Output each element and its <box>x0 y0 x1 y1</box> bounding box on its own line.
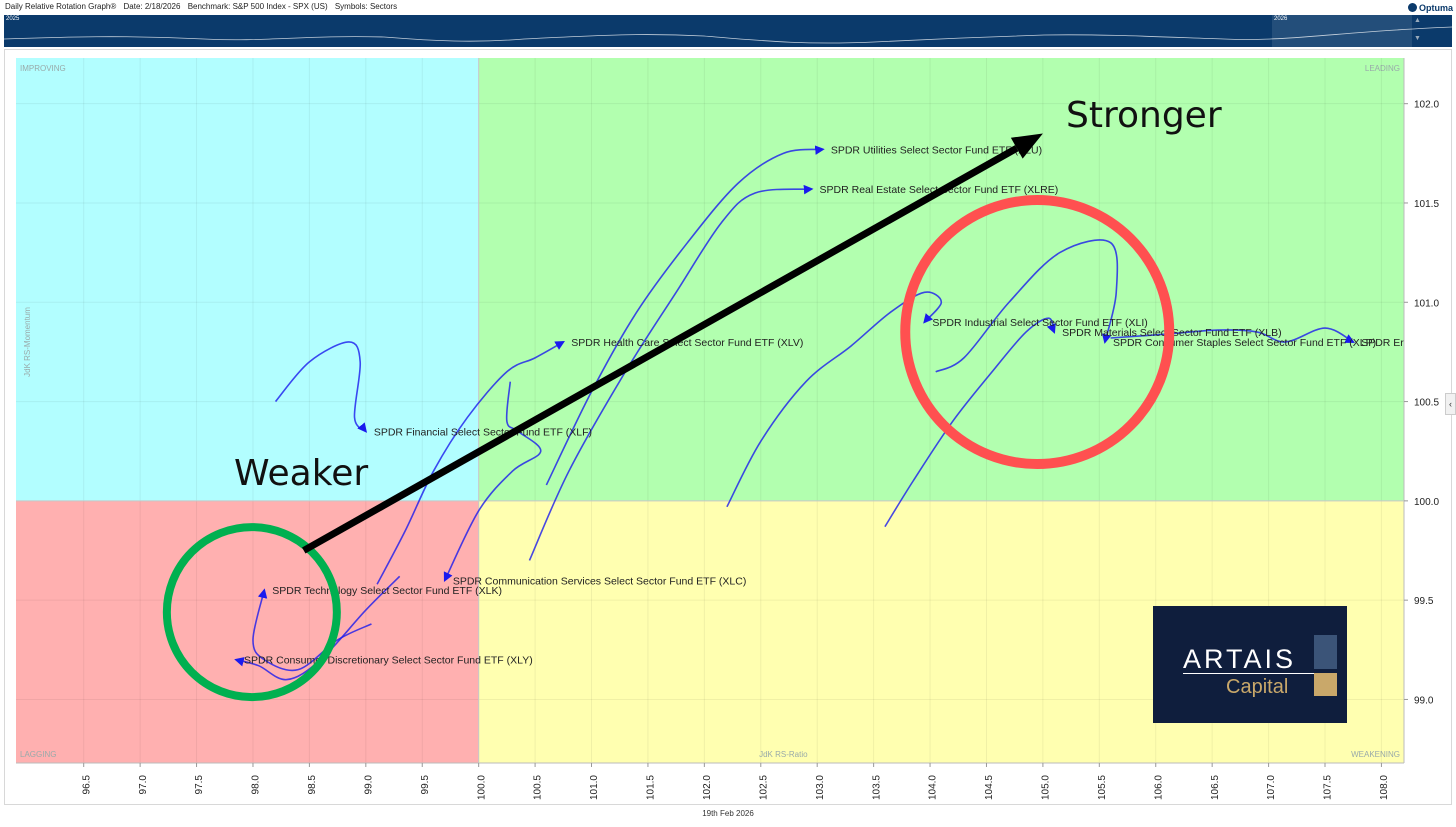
quadrant-label-weakening: WEAKENING <box>1351 750 1400 759</box>
brand-rule <box>1183 673 1326 674</box>
sector-label: SPDR Financial Select Sector Fund ETF (X… <box>374 426 592 438</box>
footer-date: 19th Feb 2026 <box>702 809 754 818</box>
x-tick-label: 101.5 <box>646 775 657 800</box>
chart-axes: 96.5 97.0 97.5 98.0 98.5 99.0 99.5 100.0 100.5 10… <box>16 58 1439 800</box>
navigator-track[interactable] <box>3 15 1453 47</box>
brand-block-blue <box>1314 635 1337 669</box>
quadrant-label-leading: LEADING <box>1365 64 1400 73</box>
sector-label: SPDR Er <box>1361 337 1404 349</box>
sector-label: SPDR Consumer Staples Select Sector Fund… <box>1113 337 1376 349</box>
x-tick-label: 104.0 <box>928 775 939 800</box>
tail-10 <box>234 575 401 681</box>
sector-label: SPDR Communication Services Select Secto… <box>453 575 747 587</box>
x-tick-label: 105.5 <box>1097 775 1108 800</box>
x-tick-label: 99.0 <box>363 775 374 795</box>
sector-label: SPDR Industrial Select Sector Fund ETF (… <box>932 317 1147 329</box>
x-tick-label: 106.5 <box>1210 775 1221 800</box>
x-tick-label: 107.5 <box>1323 775 1334 800</box>
weak-circle <box>162 523 341 702</box>
navigator-scroll-controls: ▲ ▼ <box>1410 15 1452 47</box>
tail-2 <box>726 291 943 508</box>
x-tick-label: 107.0 <box>1266 775 1277 800</box>
sector-label: SPDR Health Care Select Sector Fund ETF … <box>571 337 803 349</box>
tail-7 <box>274 341 368 433</box>
sector-label: SPDR Technology Select Sector Fund ETF (… <box>272 585 502 597</box>
x-tick-label: 101.0 <box>589 775 600 800</box>
brand-sub: Capital <box>1226 676 1289 698</box>
tail-8 <box>443 381 542 583</box>
sector-label: SPDR Utilities Select Sector Fund ETF (X… <box>831 144 1042 156</box>
sector-tails <box>234 145 1355 681</box>
quadrant-label-lagging: LAGGING <box>20 750 56 759</box>
date-navigator[interactable]: 2025 2026 ▲ ▼ <box>3 15 1453 47</box>
x-tick-label: 102.5 <box>758 775 769 800</box>
x-tick-label: 102.0 <box>702 775 713 800</box>
tail-0 <box>545 145 825 486</box>
chart-header: Daily Relative Rotation Graph® Date: 2/1… <box>0 0 1456 14</box>
x-tick-label: 106.0 <box>1153 775 1164 800</box>
x-tick-label: 105.0 <box>1041 775 1052 800</box>
chart-date: Date: 2/18/2026 <box>123 2 181 11</box>
x-tick-label: 99.5 <box>420 775 431 795</box>
trend-arrow-head <box>1010 133 1043 159</box>
x-tick-label: 108.0 <box>1379 775 1390 800</box>
optuma-logo-text: Optuma <box>1418 2 1453 13</box>
x-tick-label: 100.0 <box>476 775 487 800</box>
brand-block-gold <box>1314 673 1337 696</box>
x-tick-label: 103.5 <box>871 775 882 800</box>
annotations: Stronger Weaker <box>162 95 1222 702</box>
y-tick-label: 101.0 <box>1414 298 1439 309</box>
stronger-label: Stronger <box>1066 95 1222 136</box>
side-panel-toggle[interactable]: ‹ <box>1445 393 1456 415</box>
sector-labels: SPDR Utilities Select Sector Fund ETF (X… <box>244 144 1404 666</box>
x-tick-label: 104.5 <box>984 775 995 800</box>
trend-arrow-shaft <box>302 145 1019 554</box>
artais-logo: ARTAIS Capital <box>1153 606 1347 723</box>
quadrant-lagging <box>16 500 479 763</box>
x-axis-label: JdK RS-Ratio <box>759 750 808 759</box>
y-tick-label: 102.0 <box>1414 100 1439 111</box>
y-tick-label: 99.0 <box>1414 695 1434 706</box>
x-tick-label: 97.0 <box>138 775 149 795</box>
brand-name: ARTAIS <box>1183 644 1297 674</box>
optuma-logo-icon <box>1407 3 1417 12</box>
tail-6 <box>376 341 565 585</box>
tail-4 <box>935 239 1119 373</box>
chart-symbols: Symbols: Sectors <box>334 2 398 11</box>
strong-circle <box>900 195 1175 470</box>
y-tick-label: 100.5 <box>1414 398 1439 409</box>
x-tick-label: 103.0 <box>815 775 826 800</box>
x-tick-label: 96.5 <box>81 775 92 795</box>
sector-label: SPDR Consumer Discretionary Select Secto… <box>244 655 533 667</box>
y-tick-label: 100.0 <box>1414 497 1439 508</box>
quadrant-label-improving: IMPROVING <box>20 64 66 73</box>
navigator-year-right: 2026 <box>1274 16 1288 22</box>
rrg-chart-frame <box>4 49 1452 805</box>
x-tick-label: 97.5 <box>194 775 205 795</box>
x-tick-label: 100.5 <box>533 775 544 800</box>
tail-1 <box>528 184 814 561</box>
optuma-logo: Optuma <box>1407 0 1456 15</box>
y-axis-label: JdK RS-Momentum <box>23 307 32 377</box>
x-tick-label: 98.0 <box>251 775 262 795</box>
navigator-year-left: 2025 <box>6 16 20 22</box>
quadrant-leading <box>478 58 1405 501</box>
scroll-down-icon[interactable]: ▼ <box>1414 35 1421 42</box>
tail-3 <box>884 317 1056 528</box>
chart-benchmark: Benchmark: S&P 500 Index - SPX (US) <box>187 2 328 11</box>
scroll-up-icon[interactable]: ▲ <box>1414 17 1421 24</box>
y-tick-label: 101.5 <box>1414 199 1439 210</box>
x-tick-label: 98.5 <box>307 775 318 795</box>
weaker-label: Weaker <box>234 453 368 494</box>
quadrant-improving <box>16 58 479 501</box>
chart-title: Daily Relative Rotation Graph® <box>5 2 117 11</box>
y-tick-label: 99.5 <box>1414 596 1434 607</box>
